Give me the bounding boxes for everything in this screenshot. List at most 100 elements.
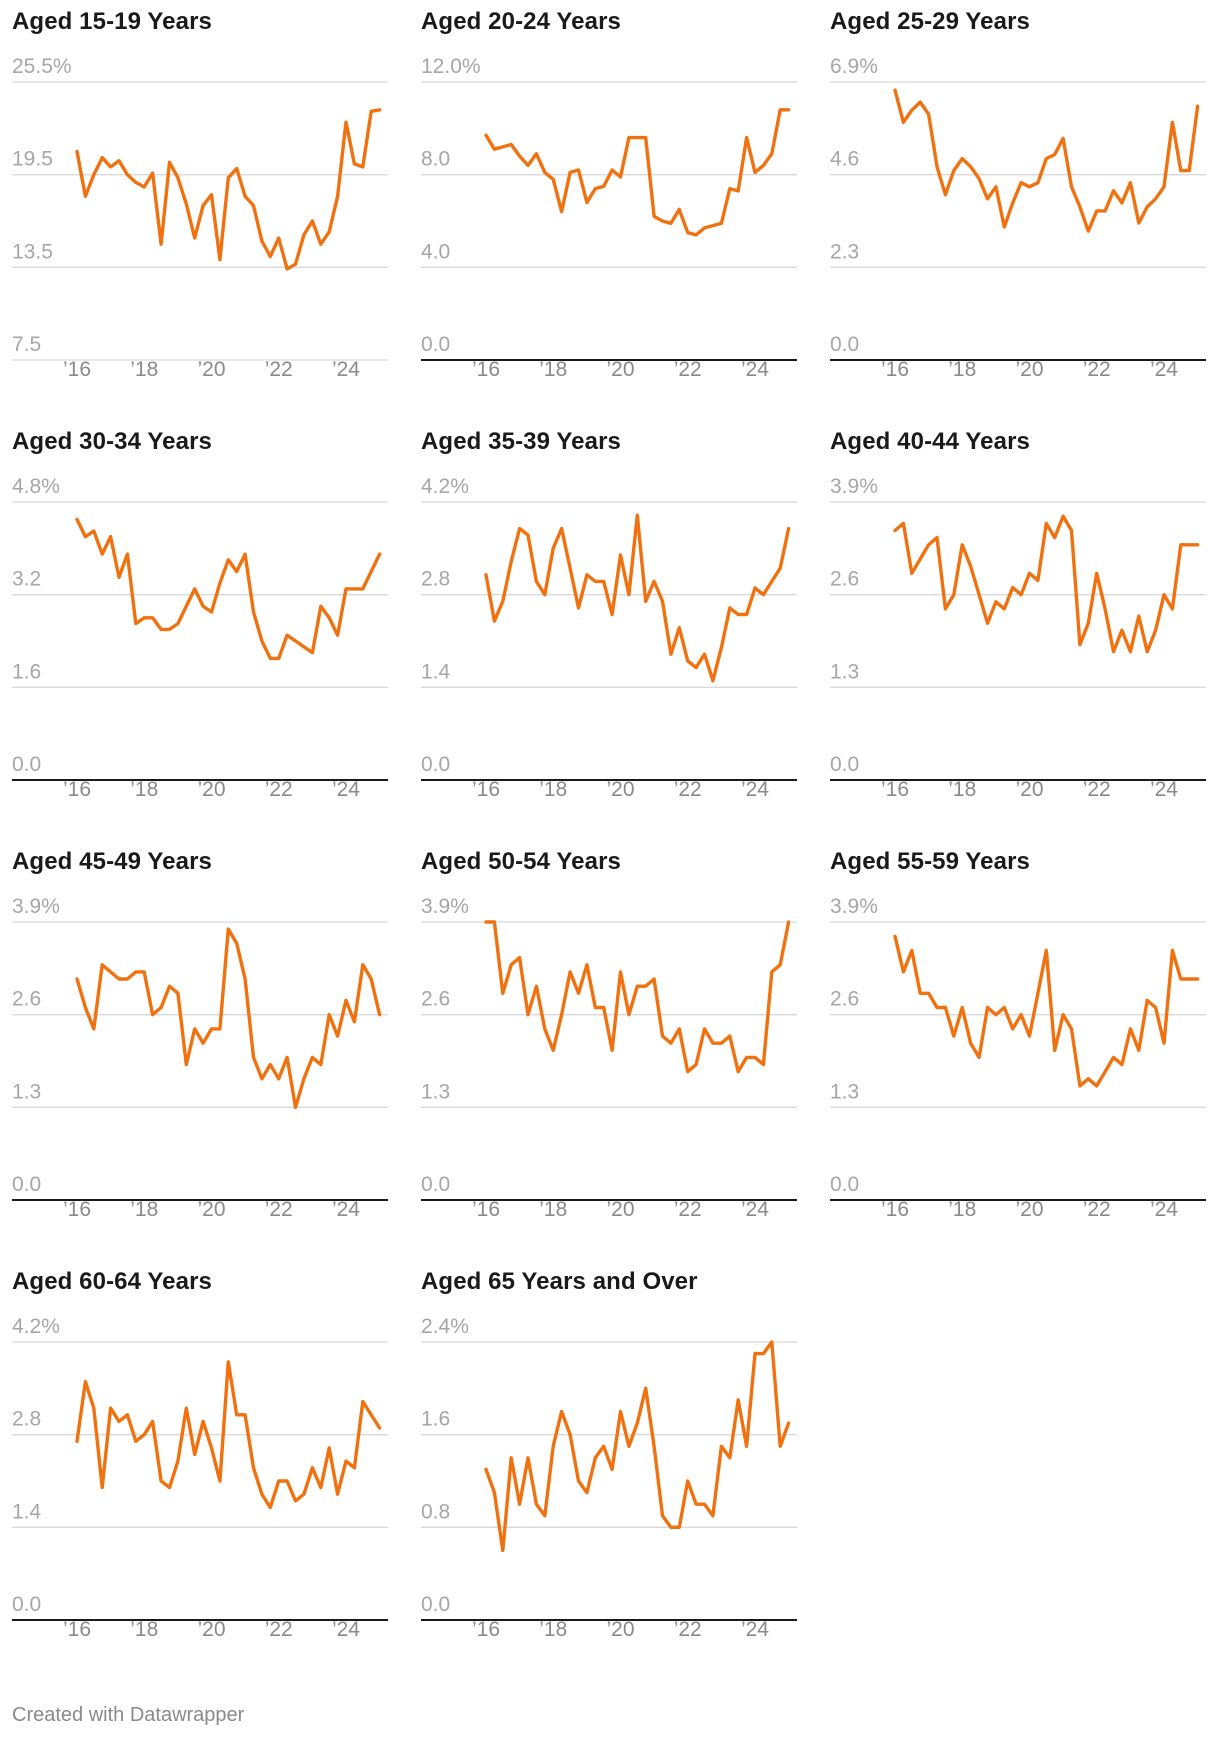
chart-title: Aged 40-44 Years [830, 428, 1030, 455]
y-tick-label: 0.0 [421, 1593, 450, 1616]
line-chart: 6.9% 4.6 2.3 0.0 ’16 ’18 ’20 ’22 ’24 [830, 55, 1206, 381]
y-tick-label: 12.0% [421, 55, 481, 78]
y-tick-label: 4.8% [12, 475, 60, 498]
y-tick-label: 2.4% [421, 1315, 469, 1338]
x-tick-label: ’18 [539, 778, 567, 801]
x-tick-label: ’18 [130, 1618, 158, 1641]
x-tick-label: ’22 [265, 1198, 293, 1221]
y-tick-label: 3.9% [830, 475, 878, 498]
x-tick-label: ’22 [674, 1618, 702, 1641]
y-tick-label: 2.6 [12, 988, 41, 1011]
x-tick-label: ’16 [472, 778, 500, 801]
y-tick-label: 2.8 [12, 1408, 41, 1431]
y-tick-label: 3.9% [421, 895, 469, 918]
chart-title: Aged 55-59 Years [830, 848, 1030, 875]
x-tick-label: ’18 [539, 358, 567, 381]
chart-panel: Aged 60-64 Years 4.2% 2.8 1.4 0.0 ’16 ’18 ’20 ’2… [12, 1260, 388, 1660]
series-line [893, 88, 1200, 233]
x-tick-label: ’18 [130, 358, 158, 381]
series-line [75, 1360, 382, 1510]
chart-panel: Aged 65 Years and Over 2.4% 1.6 0.8 0.0 ’16 ’1… [421, 1260, 797, 1660]
y-tick-label: 4.2% [12, 1315, 60, 1338]
x-tick-label: ’18 [948, 358, 976, 381]
x-tick-label: ’18 [948, 1198, 976, 1221]
line-chart: 4.2% 2.8 1.4 0.0 ’16 ’18 ’20 ’22 ’24 [421, 475, 797, 801]
x-tick-label: ’24 [332, 778, 360, 801]
x-tick-label: ’16 [881, 1198, 909, 1221]
y-tick-label: 1.6 [421, 1408, 450, 1431]
y-tick-label: 0.0 [421, 753, 450, 776]
y-tick-label: 4.0 [421, 240, 450, 263]
x-tick-label: ’16 [63, 358, 91, 381]
x-tick-label: ’22 [1083, 358, 1111, 381]
series-line [484, 1340, 791, 1553]
chart-panel: Aged 30-34 Years 4.8% 3.2 1.6 0.0 ’16 ’18 ’20 ’2… [12, 420, 388, 820]
y-tick-label: 7.5 [12, 333, 41, 356]
x-tick-label: ’22 [1083, 778, 1111, 801]
x-tick-label: ’24 [1150, 1198, 1178, 1221]
x-tick-label: ’16 [881, 358, 909, 381]
line-chart: 3.9% 2.6 1.3 0.0 ’16 ’18 ’20 ’22 ’24 [830, 475, 1206, 801]
x-tick-label: ’22 [265, 778, 293, 801]
y-tick-label: 4.2% [421, 475, 469, 498]
line-chart: 2.4% 1.6 0.8 0.0 ’16 ’18 ’20 ’22 ’24 [421, 1315, 797, 1641]
line-chart: 3.9% 2.6 1.3 0.0 ’16 ’18 ’20 ’22 ’24 [830, 895, 1206, 1221]
x-tick-label: ’18 [130, 778, 158, 801]
y-tick-label: 1.6 [12, 660, 41, 683]
chart-title: Aged 65 Years and Over [421, 1268, 698, 1295]
y-tick-label: 8.0 [421, 148, 450, 171]
series-line [484, 513, 791, 683]
chart-title: Aged 35-39 Years [421, 428, 621, 455]
series-line [75, 517, 382, 661]
y-tick-label: 0.0 [830, 753, 859, 776]
y-tick-label: 0.0 [421, 333, 450, 356]
chart-panel: Aged 55-59 Years 3.9% 2.6 1.3 0.0 ’16 ’18 ’20 ’2… [830, 840, 1206, 1240]
credit-text: Created with Datawrapper [12, 1704, 245, 1726]
x-tick-label: ’20 [197, 1618, 225, 1641]
x-tick-label: ’22 [265, 1618, 293, 1641]
y-tick-label: 2.6 [421, 988, 450, 1011]
x-tick-label: ’20 [1015, 1198, 1043, 1221]
x-tick-label: ’16 [472, 1618, 500, 1641]
x-tick-label: ’16 [472, 358, 500, 381]
y-tick-label: 0.0 [830, 333, 859, 356]
x-tick-label: ’20 [197, 1198, 225, 1221]
x-tick-label: ’22 [265, 358, 293, 381]
y-tick-label: 2.3 [830, 240, 859, 263]
y-tick-label: 4.6 [830, 148, 859, 171]
chart-panel: Aged 40-44 Years 3.9% 2.6 1.3 0.0 ’16 ’18 ’20 ’2… [830, 420, 1206, 820]
x-tick-label: ’20 [1015, 778, 1043, 801]
series-line [75, 108, 382, 271]
y-tick-label: 0.8 [421, 1500, 450, 1523]
x-tick-label: ’24 [1150, 358, 1178, 381]
chart-title: Aged 50-54 Years [421, 848, 621, 875]
x-tick-label: ’20 [197, 778, 225, 801]
y-tick-label: 1.3 [830, 660, 859, 683]
line-chart: 3.9% 2.6 1.3 0.0 ’16 ’18 ’20 ’22 ’24 [421, 895, 797, 1221]
x-tick-label: ’16 [63, 778, 91, 801]
y-tick-label: 19.5 [12, 148, 53, 171]
y-tick-label: 1.3 [12, 1080, 41, 1103]
x-tick-label: ’24 [332, 1618, 360, 1641]
y-tick-label: 1.4 [421, 660, 451, 683]
x-tick-label: ’20 [606, 1618, 634, 1641]
chart-title: Aged 60-64 Years [12, 1268, 212, 1295]
chart-title: Aged 25-29 Years [830, 8, 1030, 35]
x-tick-label: ’24 [741, 358, 769, 381]
x-tick-label: ’16 [881, 778, 909, 801]
x-tick-label: ’16 [472, 1198, 500, 1221]
chart-panel: Aged 15-19 Years 25.5% 19.5 13.5 7.5 ’16 ’18 ’2… [12, 0, 388, 400]
x-tick-label: ’22 [674, 778, 702, 801]
x-tick-label: ’24 [741, 1198, 769, 1221]
line-chart: 4.8% 3.2 1.6 0.0 ’16 ’18 ’20 ’22 ’24 [12, 475, 388, 801]
chart-panel: Aged 45-49 Years 3.9% 2.6 1.3 0.0 ’16 ’18 ’20 ’2… [12, 840, 388, 1240]
y-tick-label: 0.0 [421, 1173, 450, 1196]
x-tick-label: ’20 [606, 358, 634, 381]
chart-title: Aged 30-34 Years [12, 428, 212, 455]
chart-title: Aged 15-19 Years [12, 8, 212, 35]
chart-panel: Aged 20-24 Years 12.0% 8.0 4.0 0.0 ’16 ’18 ’20 ’… [421, 0, 797, 400]
y-tick-label: 25.5% [12, 55, 72, 78]
y-tick-label: 3.9% [830, 895, 878, 918]
x-tick-label: ’20 [606, 778, 634, 801]
series-line [893, 514, 1200, 654]
